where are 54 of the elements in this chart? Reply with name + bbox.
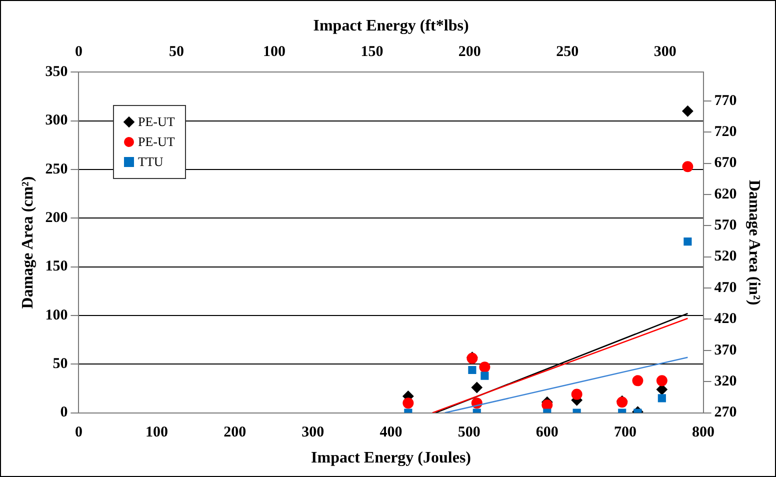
- x2-tick-label: 250: [556, 44, 579, 60]
- y2-tick-label: 620: [714, 186, 737, 202]
- point: [632, 375, 644, 386]
- x-tick-label: 200: [224, 424, 246, 441]
- point: [571, 388, 582, 400]
- y2-tick-label: 470: [714, 280, 737, 296]
- y-axis-title: Damage Area (cm²): [20, 176, 37, 309]
- x2-tick-label: 100: [262, 44, 286, 60]
- x-tick-label: 600: [536, 424, 558, 441]
- point: [480, 372, 489, 380]
- y2-tick-label: 420: [714, 311, 737, 328]
- x-tick-label: 100: [146, 424, 168, 441]
- x2-tick-label: 0: [74, 44, 82, 60]
- y-tick-label: 300: [45, 112, 68, 129]
- y2-tick-label: 770: [714, 92, 737, 109]
- x-tick-label: 400: [380, 424, 402, 441]
- y-tick-label: 50: [52, 356, 68, 372]
- y2-tick-label: 570: [714, 218, 737, 234]
- x-tick-label: 300: [302, 424, 324, 441]
- x-tick-label: 0: [74, 424, 82, 441]
- x2-axis-title: Impact Energy (ft*lbs): [313, 18, 469, 35]
- point: [656, 375, 668, 386]
- y2-tick-label: 520: [714, 248, 737, 265]
- legend-label: TTU: [138, 154, 164, 170]
- x2-tick-label: 150: [360, 44, 384, 60]
- x-tick-label: 800: [692, 424, 715, 441]
- legend-label: PE-UT: [138, 134, 175, 150]
- y2-tick-label: 720: [714, 124, 737, 140]
- y-tick-label: 250: [45, 161, 68, 178]
- y-tick-label: 200: [45, 210, 68, 226]
- y-tick-label: 150: [45, 258, 68, 275]
- y-tick-label: 100: [45, 307, 68, 324]
- point: [684, 237, 692, 246]
- y2-tick-label: 270: [714, 404, 737, 421]
- point: [682, 106, 694, 117]
- y2-tick-label: 370: [714, 342, 737, 358]
- point: [471, 382, 482, 393]
- y2-tick-label: 670: [714, 155, 737, 172]
- x-tick-label: 500: [458, 424, 480, 441]
- x-axis-title: Impact Energy (Joules): [311, 450, 471, 467]
- point: [479, 362, 490, 373]
- x2-tick-label: 300: [654, 44, 676, 60]
- point: [468, 366, 476, 374]
- point: [402, 398, 414, 409]
- x2-tick-label: 50: [168, 44, 184, 60]
- point: [658, 394, 666, 402]
- y-tick-label: 0: [60, 404, 68, 421]
- x2-tick-label: 200: [458, 44, 481, 60]
- x-tick-label: 700: [614, 424, 636, 441]
- point: [682, 161, 694, 172]
- y-tick-label: 350: [45, 64, 68, 80]
- y2-tick-label: 320: [714, 373, 737, 390]
- y2-axis-title: Damage Area (in²): [745, 180, 762, 306]
- legend-label: PE-UT: [138, 114, 175, 130]
